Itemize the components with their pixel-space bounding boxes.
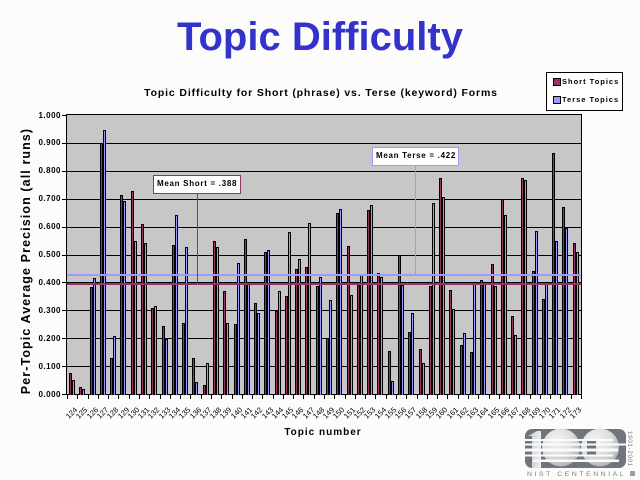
svg-text:NIST CENTENNIAL: NIST CENTENNIAL <box>527 471 626 478</box>
svg-text:1901-2001: 1901-2001 <box>626 431 633 467</box>
